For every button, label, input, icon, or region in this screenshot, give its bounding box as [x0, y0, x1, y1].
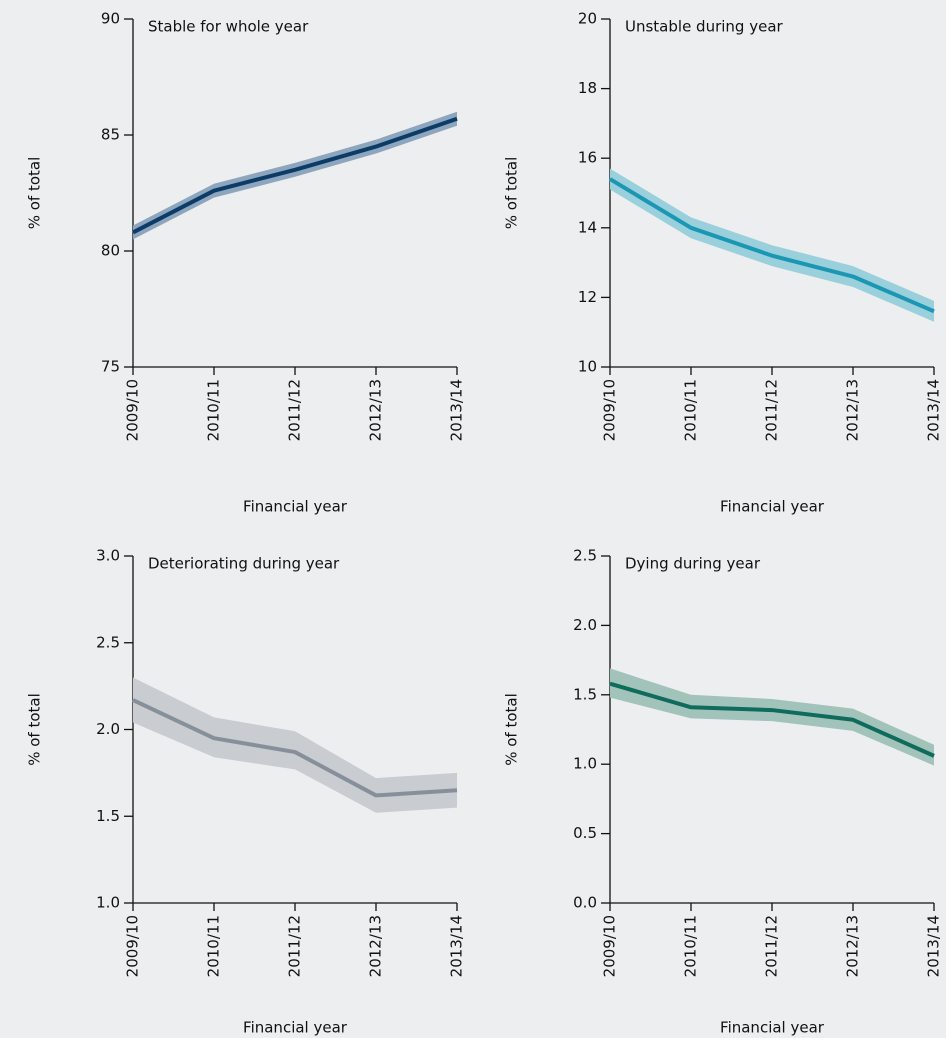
- confidence-band: [133, 111, 457, 240]
- x-axis-label: Financial year: [243, 1019, 348, 1037]
- x-tick-label: 2013/14: [448, 379, 466, 441]
- y-tick-label: 12: [578, 288, 597, 306]
- x-tick-label: 2013/14: [925, 379, 943, 441]
- y-tick-label: 0.0: [573, 894, 597, 912]
- x-tick-label: 2012/13: [844, 915, 862, 977]
- x-tick-label: 2010/11: [205, 379, 223, 441]
- chart-title: Unstable during year: [625, 18, 784, 36]
- confidence-band: [610, 168, 934, 322]
- y-tick-label: 1.0: [96, 894, 120, 912]
- x-axis-label: Financial year: [243, 498, 348, 516]
- y-tick-label: 1.5: [96, 807, 120, 825]
- y-tick-label: 2.5: [573, 547, 597, 565]
- x-tick-label: 2010/11: [682, 379, 700, 441]
- x-tick-label: 2011/12: [286, 379, 304, 441]
- y-tick-label: 1.5: [573, 685, 597, 703]
- confidence-band: [133, 677, 457, 813]
- line: [132, 116, 458, 235]
- y-tick-label: 0.5: [573, 824, 597, 842]
- x-tick-label: 2009/10: [601, 915, 619, 977]
- y-tick-label: 2.0: [96, 720, 120, 738]
- y-axis-label: % of total: [503, 157, 521, 230]
- line: [609, 681, 935, 758]
- y-axis-label: % of total: [26, 693, 44, 766]
- chart-title: Dying during year: [625, 555, 761, 573]
- y-tick-label: 10: [578, 358, 597, 376]
- x-tick-label: 2013/14: [448, 915, 466, 977]
- x-tick-label: 2010/11: [205, 915, 223, 977]
- line: [132, 698, 458, 798]
- y-tick-label: 90: [101, 10, 120, 28]
- y-tick-label: 18: [578, 79, 597, 97]
- x-tick-label: 2009/10: [124, 915, 142, 977]
- y-tick-label: 2.5: [96, 633, 120, 651]
- y-tick-label: 1.0: [573, 755, 597, 773]
- y-tick-label: 20: [578, 10, 597, 28]
- y-tick-label: 85: [101, 126, 120, 144]
- line: [608, 177, 935, 314]
- x-tick-label: 2011/12: [763, 379, 781, 441]
- y-tick-label: 2.0: [573, 616, 597, 634]
- x-axis-label: Financial year: [720, 498, 825, 516]
- y-tick-label: 3.0: [96, 547, 120, 565]
- x-tick-label: 2011/12: [286, 915, 304, 977]
- x-tick-label: 2012/13: [367, 915, 385, 977]
- y-tick-label: 16: [578, 149, 597, 167]
- x-tick-label: 2011/12: [763, 915, 781, 977]
- x-tick-label: 2013/14: [925, 915, 943, 977]
- y-axis-label: % of total: [26, 157, 44, 230]
- x-tick-label: 2009/10: [124, 379, 142, 441]
- y-tick-label: 80: [101, 242, 120, 260]
- x-tick-label: 2010/11: [682, 915, 700, 977]
- chart-title: Deteriorating during year: [148, 555, 340, 573]
- x-tick-label: 2012/13: [844, 379, 862, 441]
- x-tick-label: 2012/13: [367, 379, 385, 441]
- y-tick-label: 14: [578, 218, 597, 236]
- x-axis-label: Financial year: [720, 1019, 825, 1037]
- y-tick-label: 75: [101, 358, 120, 376]
- confidence-band: [610, 668, 934, 766]
- y-axis-label: % of total: [503, 693, 521, 766]
- chart-title: Stable for whole year: [148, 18, 309, 36]
- x-tick-label: 2009/10: [601, 379, 619, 441]
